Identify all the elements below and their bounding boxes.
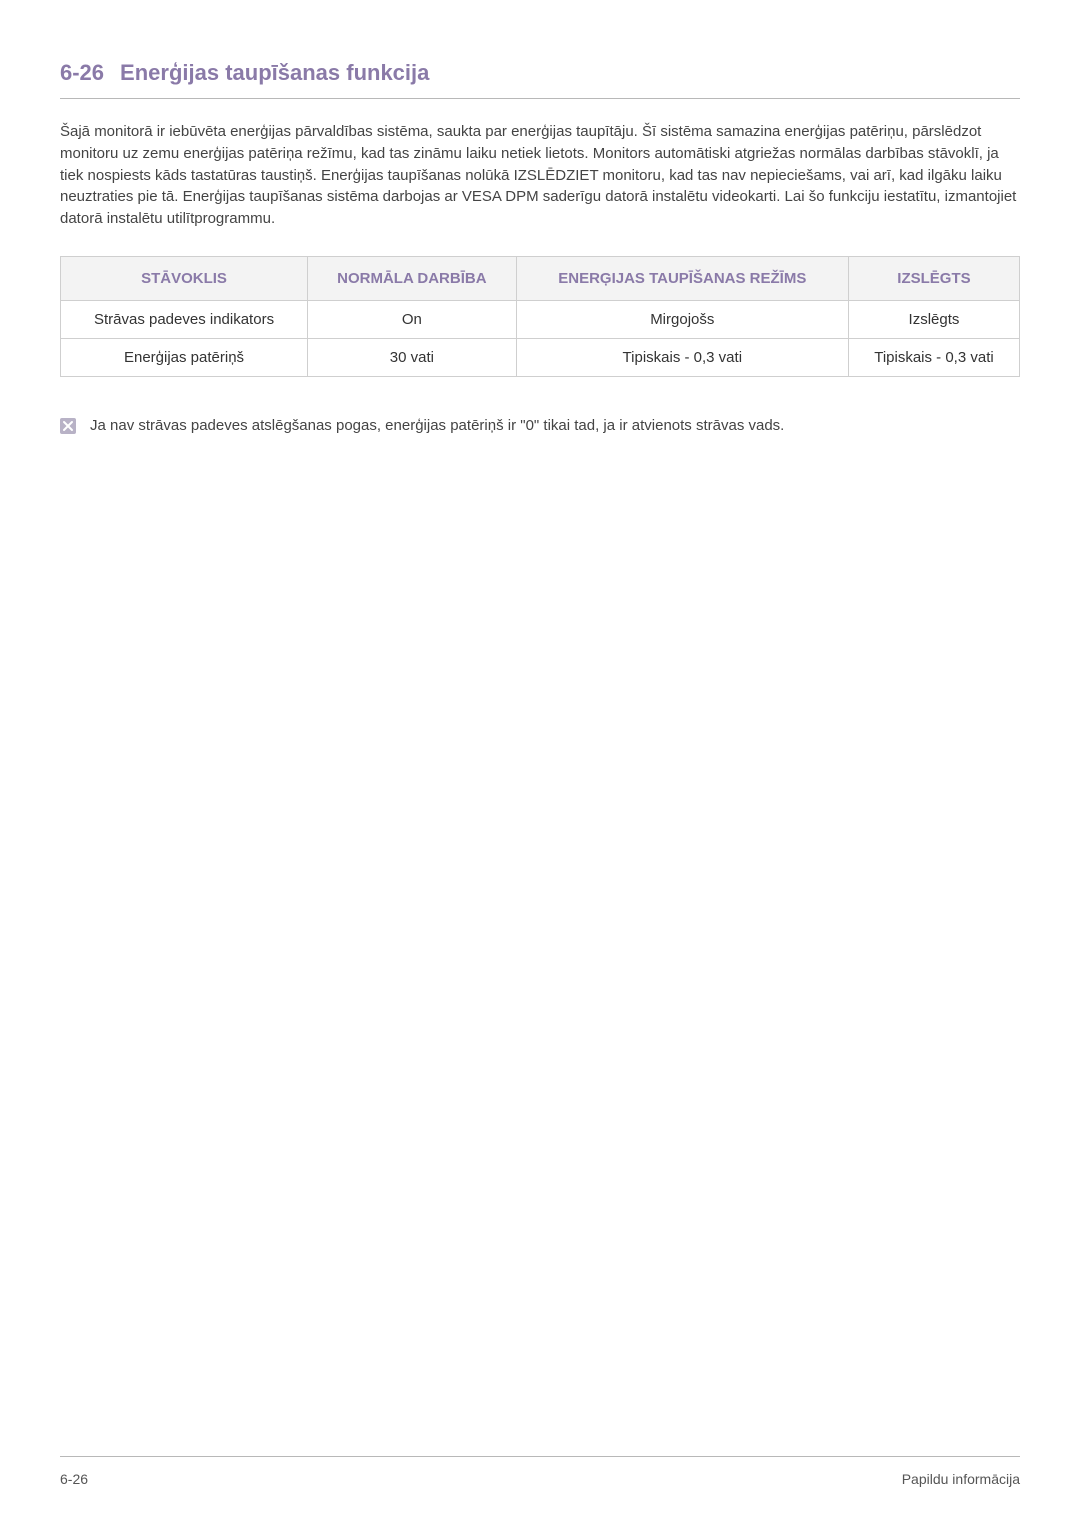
table-row: Enerģijas patēriņš 30 vati Tipiskais - 0… [61, 339, 1020, 377]
table-row: Strāvas padeves indikators On Mirgojošs … [61, 301, 1020, 339]
col-state: STĀVOKLIS [61, 256, 308, 301]
table-cell: Mirgojošs [516, 301, 848, 339]
section-heading: 6-26 Enerģijas taupīšanas funkcija [60, 60, 1020, 99]
col-off: IZSLĒGTS [848, 256, 1019, 301]
footer-right: Papildu informācija [902, 1471, 1020, 1487]
section-number: 6-26 [60, 60, 104, 86]
footer-left: 6-26 [60, 1471, 88, 1487]
table-cell: Tipiskais - 0,3 vati [516, 339, 848, 377]
table-header-row: STĀVOKLIS NORMĀLA DARBĪBA ENERĢIJAS TAUP… [61, 256, 1020, 301]
table-cell: Enerģijas patēriņš [61, 339, 308, 377]
page: 6-26 Enerģijas taupīšanas funkcija Šajā … [0, 0, 1080, 1527]
page-footer: 6-26 Papildu informācija [60, 1456, 1020, 1487]
note-icon [60, 418, 76, 434]
table-cell: On [308, 301, 517, 339]
power-table: STĀVOKLIS NORMĀLA DARBĪBA ENERĢIJAS TAUP… [60, 256, 1020, 378]
note-text: Ja nav strāvas padeves atslēgšanas pogas… [90, 417, 784, 434]
table-cell: Tipiskais - 0,3 vati [848, 339, 1019, 377]
section-title: Enerģijas taupīšanas funkcija [120, 60, 429, 86]
col-power-saving: ENERĢIJAS TAUPĪŠANAS REŽĪMS [516, 256, 848, 301]
intro-paragraph: Šajā monitorā ir iebūvēta enerģijas pārv… [60, 121, 1020, 230]
table-cell: Strāvas padeves indikators [61, 301, 308, 339]
note: Ja nav strāvas padeves atslēgšanas pogas… [60, 417, 1020, 434]
col-normal: NORMĀLA DARBĪBA [308, 256, 517, 301]
table-cell: Izslēgts [848, 301, 1019, 339]
table-cell: 30 vati [308, 339, 517, 377]
